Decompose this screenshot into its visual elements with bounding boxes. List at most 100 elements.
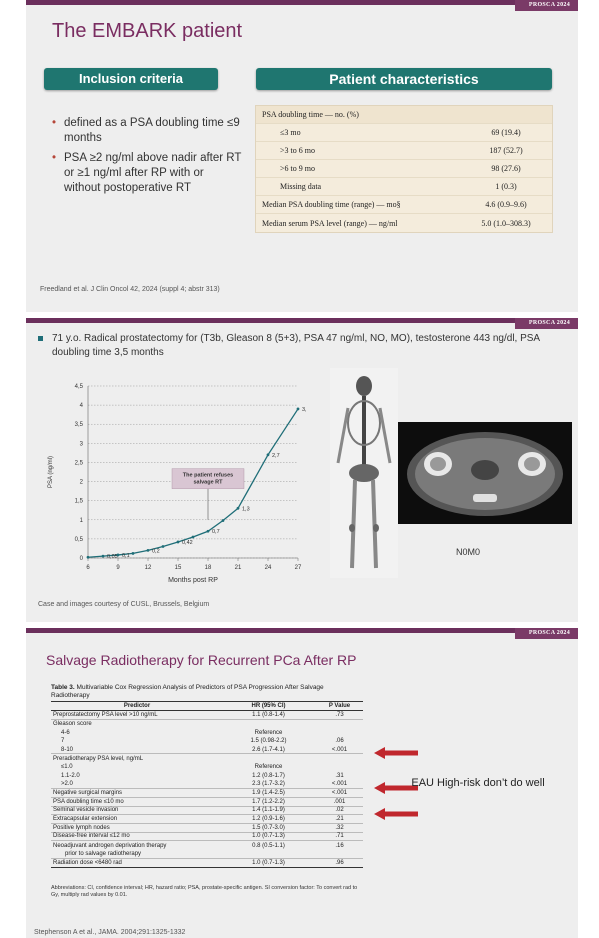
- table-header-row: Predictor HR (95% CI) P Value: [51, 702, 363, 711]
- table-row: Seminal vesicle invasion 1.4 (1.1-1.9) .02: [51, 807, 363, 816]
- slide-top-bar: [26, 628, 578, 633]
- hazard-ratio-cell: 1.5 (0.98-2.2): [250, 738, 287, 745]
- predictor-cell: >2.0: [61, 781, 73, 788]
- table-row: 8-10 2.6 (1.7-4.1) <.001: [51, 746, 363, 755]
- ct-scan-image: [398, 422, 572, 524]
- row-value: 1 (0.3): [495, 182, 517, 191]
- data-point: [221, 519, 225, 522]
- table-caption-text: Multivariable Cox Regression Analysis of…: [51, 684, 324, 699]
- predictor-cell: 7: [61, 738, 65, 745]
- table-row: 7 1.5 (0.98-2.2) .06: [51, 737, 363, 746]
- row-value: 187 (52.7): [489, 146, 523, 155]
- predictor-cell: 4-6: [61, 729, 70, 736]
- table-row: 1.1-2.0 1.2 (0.8-1.7) .31: [51, 772, 363, 781]
- p-value-cell: <.001: [331, 746, 348, 753]
- p-value-cell: .02: [335, 807, 344, 814]
- data-label: 1,3: [242, 506, 250, 512]
- y-tick-label: 3: [80, 441, 84, 447]
- slide-embark-patient: PROSCA 2024 The EMBARK patient Inclusion…: [26, 0, 578, 312]
- y-tick-label: 1,5: [75, 499, 84, 505]
- table-row: Missing data 1 (0.3): [256, 178, 552, 196]
- table-row: Extracapsular extension 1.2 (0.9-1.6) .21: [51, 815, 363, 824]
- table-row: 4-6 Reference: [51, 728, 363, 737]
- slide-title: Salvage Radiotherapy for Recurrent PCa A…: [46, 652, 357, 668]
- table-footnote: Abbreviations: CI, confidence interval; …: [51, 885, 358, 898]
- table-row: >2.0 2.3 (1.7-3.2) <.001: [51, 781, 363, 790]
- table-row: ≤1.0 Reference: [51, 763, 363, 772]
- hazard-ratio-cell: 1.5 (0.7-3.0): [252, 824, 285, 831]
- data-point: [146, 548, 150, 552]
- data-point: [131, 552, 135, 555]
- citation: Stephenson A et al., JAMA. 2004;291:1325…: [34, 929, 186, 936]
- hazard-ratio-cell: 1.2 (0.9-1.6): [252, 816, 285, 823]
- case-description: 71 y.o. Radical prostatectomy for (T3b, …: [38, 332, 558, 360]
- table-row: Positive lymph nodes 1.5 (0.7-3.0) .32: [51, 824, 363, 833]
- predictor-cell: Radiation dose <6480 rad: [53, 860, 122, 867]
- citation: Freedland et al. J Clin Oncol 42, 2024 (…: [40, 286, 220, 293]
- case-description-text: 71 y.o. Radical prostatectomy for (T3b, …: [52, 333, 540, 358]
- data-point: [101, 554, 105, 558]
- hazard-ratio-cell: 1.0 (0.7-1.3): [252, 860, 285, 867]
- y-axis-label: PSA (ng/ml): [48, 456, 54, 488]
- p-value-cell: .96: [335, 860, 344, 867]
- data-point: [161, 545, 165, 548]
- slide-case-report: PROSCA 2024 71 y.o. Radical prostatectom…: [26, 318, 578, 622]
- table-row: prior to salvage radiotherapy: [51, 850, 363, 859]
- table-row: Preradiotherapy PSA level, ng/mL: [51, 754, 363, 763]
- y-tick-label: 2,5: [75, 460, 84, 466]
- y-tick-label: 1: [80, 518, 84, 524]
- hazard-ratio-cell: 1.2 (0.8-1.7): [252, 773, 285, 780]
- hazard-ratio-cell: 2.6 (1.7-4.1): [252, 746, 285, 753]
- p-value-cell: .16: [335, 842, 344, 849]
- x-tick-label: 15: [175, 565, 182, 571]
- predictor-cell: ≤1.0: [61, 764, 73, 771]
- table-row: Radiation dose <6480 rad 1.0 (0.7-1.3) .96: [51, 859, 363, 868]
- table-row: Disease-free interval ≤12 mo 1.0 (0.7-1.3…: [51, 833, 363, 842]
- table-header-row: PSA doubling time — no. (%): [256, 106, 552, 124]
- data-point: [116, 553, 120, 557]
- table-row: Neoadjuvant androgen deprivation therapy…: [51, 841, 363, 850]
- hazard-ratio-cell: 1.0 (0.7-1.3): [252, 833, 285, 840]
- psa-line-chart: 0 0,5 1 1,5 2 2,5 3 3,5 4 4,5 6 9 12 15 18 21 24 27 Months…: [48, 384, 306, 584]
- data-point: [176, 540, 180, 544]
- table-caption: Table 3. Multivariable Cox Regression An…: [51, 684, 361, 700]
- bullet-square-icon: [38, 336, 43, 341]
- p-value-cell: .06: [335, 738, 344, 745]
- data-label: 0,7: [212, 529, 220, 535]
- hazard-ratio-cell: 1.7 (1.2-2.2): [252, 798, 285, 805]
- table-row: Median serum PSA level (range) — ng/ml 5…: [256, 214, 552, 232]
- p-value-cell: .73: [335, 711, 344, 718]
- data-label: 2,7: [272, 453, 280, 459]
- data-point: [296, 407, 300, 411]
- x-tick-label: 21: [235, 565, 242, 571]
- x-tick-label: 27: [295, 565, 302, 571]
- data-label: 0,1: [122, 553, 130, 559]
- y-tick-label: 4: [80, 403, 84, 409]
- slide-title: The EMBARK patient: [52, 20, 243, 42]
- hazard-ratio-cell: Reference: [254, 729, 283, 736]
- data-label: 0,2: [152, 548, 160, 554]
- x-tick-label: 24: [265, 565, 272, 571]
- column-header: Predictor: [123, 703, 151, 709]
- table-header-label: PSA doubling time — no. (%): [262, 110, 359, 119]
- x-tick-label: 12: [145, 565, 152, 571]
- cox-regression-table: Predictor HR (95% CI) P Value Preprostat…: [51, 701, 363, 869]
- conference-tag: PROSCA 2024: [514, 318, 578, 329]
- predictor-cell: Neoadjuvant androgen deprivation therapy: [53, 842, 167, 849]
- y-tick-label: 4,5: [75, 384, 84, 390]
- inclusion-criteria-list: defined as a PSA doubling time ≤9 months…: [52, 116, 242, 201]
- y-tick-label: 0: [80, 556, 84, 562]
- red-arrow-left-icon: [374, 782, 418, 794]
- data-point: [191, 535, 195, 539]
- row-label: Median PSA doubling time (range) — mo§: [262, 200, 401, 209]
- citation: Case and images courtesy of CUSL, Brusse…: [38, 601, 210, 608]
- slide-salvage-radiotherapy: PROSCA 2024 Salvage Radiotherapy for Rec…: [26, 628, 578, 938]
- p-value-cell: .31: [335, 773, 344, 780]
- p-value-cell: .71: [335, 833, 344, 840]
- p-value-cell: <.001: [331, 790, 348, 797]
- predictor-cell: Positive lymph nodes: [53, 824, 110, 831]
- inclusion-criteria-header: Inclusion criteria: [44, 68, 218, 90]
- table-row: Gleason score: [51, 720, 363, 729]
- y-tick-label: 2: [80, 480, 84, 486]
- conference-tag: PROSCA 2024: [514, 628, 578, 639]
